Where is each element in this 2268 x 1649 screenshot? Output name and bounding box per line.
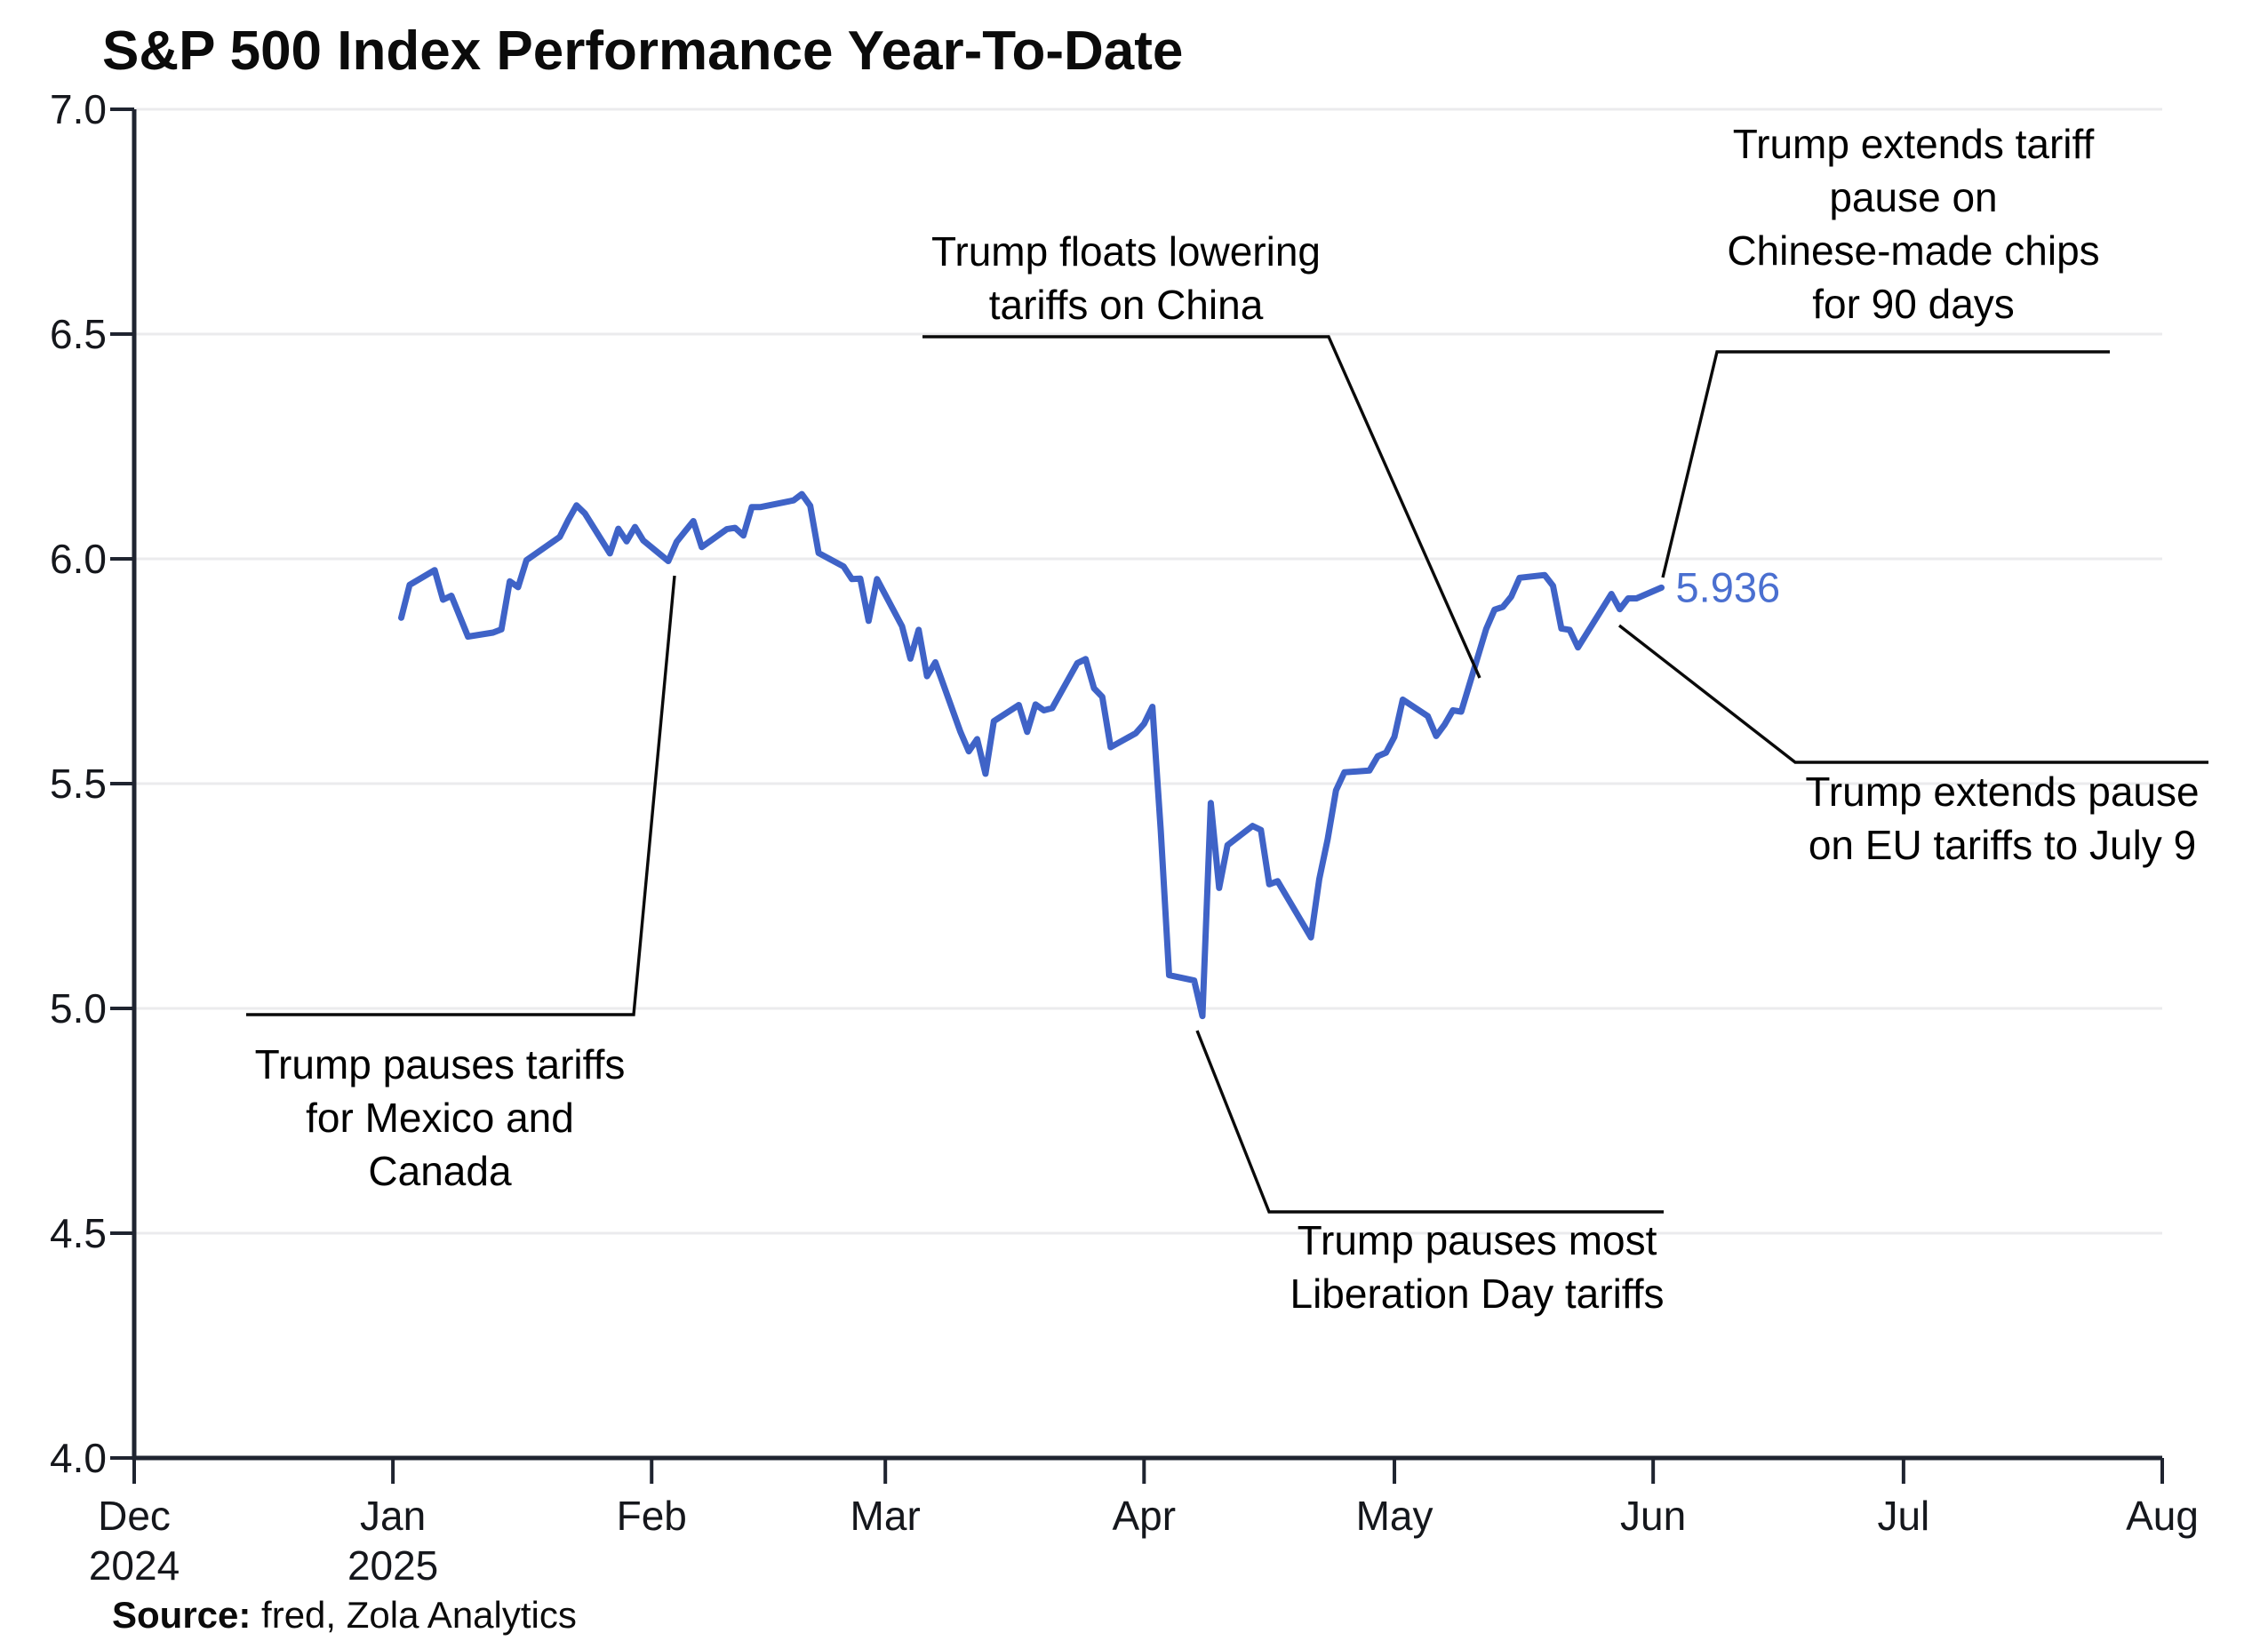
x-tick-month: Feb (616, 1493, 687, 1539)
x-tick-label: Aug (2126, 1491, 2199, 1541)
source-text: fred, Zola Analytics (251, 1594, 577, 1636)
x-tick-label: Feb (617, 1491, 687, 1541)
y-tick-label: 4.0 (50, 1435, 107, 1481)
y-tick-label: 5.0 (50, 985, 107, 1032)
x-tick-month: Jan (360, 1493, 427, 1539)
annotation-chips-pause: Trump extends tariff pause on Chinese-ma… (1727, 117, 2099, 331)
chart-title: S&P 500 Index Performance Year-To-Date (102, 20, 1184, 82)
annotation-line: Trump floats lowering (930, 228, 1322, 275)
x-tick-label: Dec 2024 (89, 1491, 180, 1590)
source-note: Source: fred, Zola Analytics (112, 1594, 577, 1637)
x-tick-label: Jan 2025 (347, 1491, 438, 1590)
x-tick-label: Jun (1620, 1491, 1686, 1541)
annotation-mexico-canada: Trump pauses tariffs for Mexico and Cana… (255, 1038, 626, 1198)
annotation-line: Chinese-made chips (1727, 227, 2100, 274)
x-tick-month: Dec (98, 1493, 171, 1539)
y-tick-label: 5.5 (50, 761, 107, 807)
y-tick-label: 6.5 (50, 311, 107, 357)
x-tick-month: Aug (2126, 1493, 2199, 1539)
x-tick-label: May (1356, 1491, 1433, 1541)
x-tick-year: 2025 (347, 1542, 439, 1589)
annotation-line: Trump pauses most (1297, 1217, 1657, 1263)
annotation-line: Trump extends tariff (1732, 121, 2095, 167)
series-end-value-label: 5.936 (1675, 563, 1781, 611)
annotation-line: tariffs on China (988, 282, 1264, 328)
x-tick-month: Mar (850, 1493, 921, 1539)
annotation-liberation-day: Trump pauses most Liberation Day tariffs (1290, 1214, 1664, 1320)
x-tick-month: May (1355, 1493, 1433, 1539)
annotation-line: on EU tariffs to July 9 (1808, 822, 2197, 868)
y-tick-label: 7.0 (50, 86, 107, 132)
x-tick-year: 2024 (88, 1542, 180, 1589)
source-label: Source: (112, 1594, 252, 1636)
annotation-china-lower-tariffs: Trump floats lowering tariffs on China (931, 225, 1321, 331)
annotation-line: pause on (1829, 174, 1998, 220)
y-tick-label: 4.5 (50, 1210, 107, 1256)
x-tick-month: Apr (1112, 1493, 1177, 1539)
annotation-line: Canada (368, 1148, 512, 1194)
y-tick-label: 6.0 (50, 536, 107, 582)
x-tick-month: Jul (1877, 1493, 1930, 1539)
x-tick-label: Jul (1877, 1491, 1929, 1541)
x-tick-label: Apr (1113, 1491, 1177, 1541)
annotation-eu-pause: Trump extends pause on EU tariffs to Jul… (1805, 765, 2199, 872)
annotation-line: for 90 days (1812, 281, 2015, 327)
annotation-line: Trump pauses tariffs (254, 1041, 626, 1087)
x-tick-month: Jun (1620, 1493, 1687, 1539)
annotation-line: for Mexico and (306, 1095, 574, 1141)
x-tick-label: Mar (850, 1491, 921, 1541)
annotation-line: Liberation Day tariffs (1290, 1271, 1665, 1317)
annotation-line: Trump extends pause (1805, 769, 2200, 815)
